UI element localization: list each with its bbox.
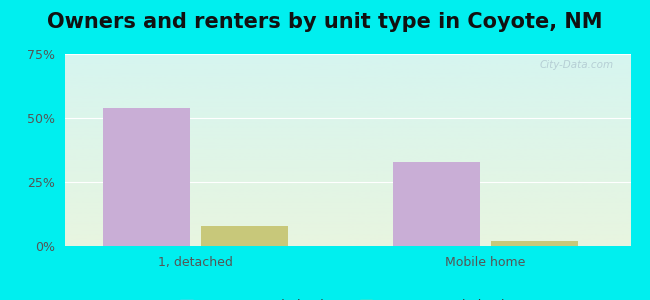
Bar — [491, 241, 578, 246]
Bar — [103, 108, 190, 246]
Text: Owners and renters by unit type in Coyote, NM: Owners and renters by unit type in Coyot… — [47, 12, 603, 32]
Bar — [202, 226, 289, 246]
Bar — [393, 161, 480, 246]
Text: City-Data.com: City-Data.com — [540, 60, 614, 70]
Legend: Owner occupied units, Renter occupied units: Owner occupied units, Renter occupied un… — [175, 295, 521, 300]
